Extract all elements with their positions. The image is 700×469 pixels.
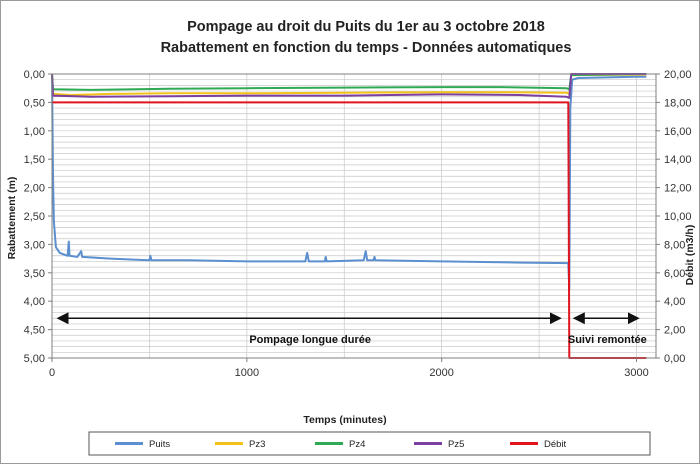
y-left-tick-label: 2,00 [24,183,45,195]
chart-title: Pompage au droit du Puits du 1er au 3 oc… [187,19,545,35]
y-right-tick-label: 20,00 [664,69,692,81]
y-left-tick-label: 0,50 [24,97,45,109]
y-axis-right-title: Débit (m3/h) [684,225,696,286]
y-right-tick-label: 6,00 [664,268,685,280]
x-tick-label: 3000 [624,367,648,379]
legend-box [88,431,651,456]
y-right-tick-label: 10,00 [664,211,692,223]
annotation-label: Pompage longue durée [249,334,371,346]
y-right-tick-label: 12,00 [664,183,692,195]
y-right-tick-label: 18,00 [664,97,692,109]
series-line-puits [51,73,647,291]
legend: Puits Pz3 Pz4 Pz5 Débit [115,439,567,450]
x-tick-label: 2000 [429,367,453,379]
y-left-tick-label: 1,00 [24,126,45,138]
y-right-tick-label: 0,00 [664,353,685,365]
legend-label: Pz5 [448,439,464,450]
y-right-tick-label: 4,00 [664,296,685,308]
y-left-tick-label: 5,00 [24,353,45,365]
x-tick-label: 0 [49,367,55,379]
y-right-tick-label: 16,00 [664,126,692,138]
y-left-tick-label: 3,00 [24,239,45,251]
legend-label: Débit [544,439,567,450]
legend-label: Pz3 [249,439,265,450]
y-left-tick-label: 4,00 [24,296,45,308]
y-right-tick-label: 2,00 [664,325,685,337]
y-left-tick-label: 3,50 [24,268,45,280]
y-right-tick-label: 8,00 [664,239,685,251]
axes: 0,00 0,50 1,00 1,50 2,00 2,50 3,00 3,50 4,00 4,50… [24,69,692,379]
y-left-tick-label: 4,50 [24,325,45,337]
y-left-tick-label: 1,50 [24,154,45,166]
y-left-tick-label: 0,00 [24,69,45,81]
annotation-label: Suivi remontée [568,334,647,346]
legend-label: Puits [149,439,170,450]
y-right-tick-label: 14,00 [664,154,692,166]
x-tick-label: 1000 [235,367,259,379]
legend-label: Pz4 [349,439,365,450]
chart-subtitle: Rabattement en fonction du temps - Donné… [161,40,572,56]
x-axis-title: Temps (minutes) [303,414,386,426]
series-line-pz5 [51,73,647,99]
annotations: Pompage longue durée Suivi remontée [56,312,647,346]
y-left-tick-label: 2,50 [24,211,45,223]
y-axis-left-title: Rabattement (m) [6,177,18,260]
